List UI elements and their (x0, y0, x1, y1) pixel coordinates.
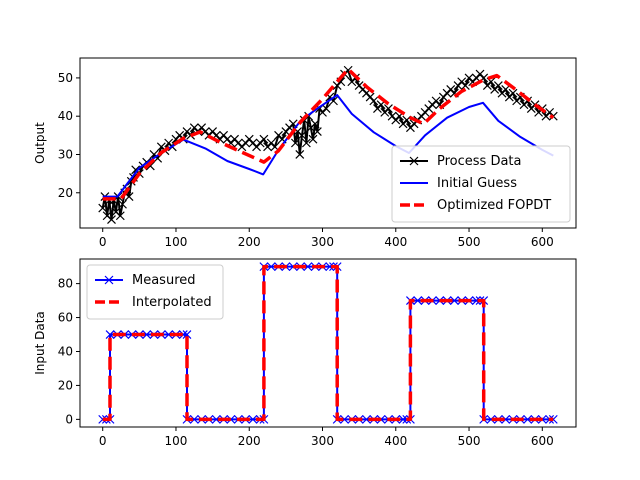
data-point-marker (164, 330, 174, 339)
data-point-marker (266, 262, 276, 272)
data-point-marker (310, 119, 320, 129)
data-point-marker (460, 81, 470, 90)
data-point-marker (290, 138, 300, 148)
data-point-marker (182, 330, 192, 339)
data-point-marker (98, 203, 108, 213)
data-point-marker (471, 296, 481, 306)
data-point-marker (501, 414, 511, 424)
x-tick-label: 0 (99, 235, 107, 249)
data-point-marker (308, 134, 318, 144)
data-point-marker (226, 414, 236, 424)
data-point-marker (325, 262, 335, 272)
x-tick-label: 600 (531, 434, 554, 448)
x-tick-label: 300 (311, 434, 334, 448)
series-line-optimized-fopdt (102, 67, 555, 201)
x-tick-label: 500 (458, 235, 481, 249)
data-point-marker (369, 96, 379, 106)
x-tick-label: 600 (531, 235, 554, 249)
legend: Process Data Initial Guess Optimized FOPDT (391, 145, 571, 223)
y-tick-label: 50 (58, 71, 73, 85)
data-point-marker (211, 414, 221, 424)
y-tick-label: 60 (58, 311, 73, 325)
axes-frame (79, 258, 577, 428)
data-point-marker (402, 115, 412, 125)
data-point-marker (297, 130, 307, 140)
y-axis-label: Input Data (33, 311, 47, 375)
data-point-marker (118, 199, 127, 209)
legend-label-optimized-fopdt: Optimized FOPDT (437, 198, 551, 213)
series-line-initial-guess (102, 94, 554, 198)
legend-box (391, 145, 571, 223)
y-tick-label: 20 (58, 378, 73, 392)
data-point-marker (107, 215, 116, 225)
data-point-marker (248, 414, 258, 424)
legend: Measured Interpolated (86, 264, 224, 320)
data-point-marker (362, 414, 371, 424)
series-line-interpolated (102, 264, 554, 422)
series-markers-process-data (98, 65, 558, 225)
plot-area (98, 262, 558, 424)
data-point-marker (303, 262, 313, 272)
x-tick-label: 300 (311, 235, 334, 249)
legend-label-measured: Measured (132, 273, 196, 288)
x-tick-label: 400 (384, 434, 407, 448)
axes-frame (79, 57, 577, 229)
y-tick-label: 40 (58, 344, 73, 358)
legend-box (86, 264, 224, 320)
y-axis-label: Output (33, 122, 47, 164)
legend-label-interpolated: Interpolated (132, 295, 212, 310)
data-point-marker (142, 330, 152, 339)
y-tick-label: 40 (58, 109, 73, 123)
x-tick-label: 400 (384, 235, 407, 249)
data-point-marker (508, 88, 518, 98)
data-point-marker (340, 414, 349, 424)
data-point-marker (413, 296, 423, 306)
data-point-marker (449, 296, 459, 306)
data-point-marker (312, 127, 322, 136)
data-point-marker (384, 104, 393, 113)
data-point-marker (115, 211, 125, 221)
data-point-marker (398, 414, 408, 424)
data-point-marker (189, 414, 199, 424)
subplot-1: 0 100 200 300 400 500 600 20 30 40 50 Output Process… (33, 57, 577, 249)
y-tick-label: 20 (58, 186, 73, 200)
data-point-marker (501, 84, 511, 94)
x-tick-label: 500 (458, 434, 481, 448)
x-tick-label: 0 (99, 434, 107, 448)
y-tick-label: 0 (65, 412, 73, 426)
x-tick-label: 200 (238, 235, 261, 249)
data-point-marker (486, 414, 496, 424)
legend-label-initial-guess: Initial Guess (437, 176, 517, 191)
data-point-marker (493, 81, 503, 90)
data-point-marker (295, 150, 305, 159)
data-point-marker (321, 104, 331, 113)
data-point-marker (105, 330, 115, 339)
legend-marker-process-data (409, 156, 419, 166)
legend-marker-measured (104, 275, 114, 285)
subplot-2: 0 100 200 300 400 500 600 0 20 40 60 80 Input Data Me… (33, 258, 577, 448)
x-tick-label: 200 (238, 434, 261, 448)
y-tick-label: 80 (58, 277, 73, 291)
plot-area (98, 65, 558, 225)
data-point-marker (301, 138, 311, 148)
data-point-marker (523, 414, 533, 424)
legend-label-process-data: Process Data (437, 154, 522, 169)
data-point-marker (259, 134, 269, 144)
y-tick-label: 30 (58, 147, 73, 161)
x-tick-label: 100 (165, 235, 188, 249)
x-tick-label: 100 (165, 434, 188, 448)
